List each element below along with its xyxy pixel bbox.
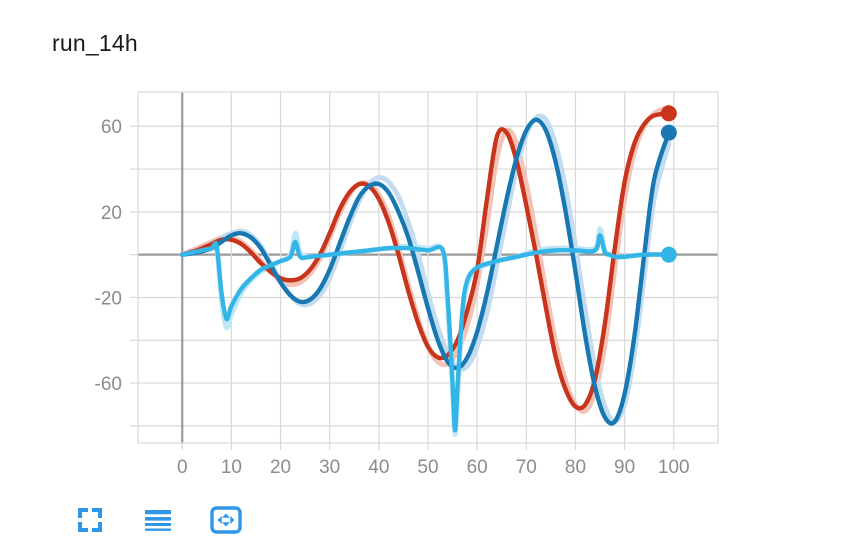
pan-move-icon — [210, 506, 242, 534]
end-marker-series_blue — [660, 124, 677, 141]
xtick-label: 50 — [417, 457, 438, 478]
xtick-label: 70 — [516, 457, 537, 478]
axis-ticks: 0 10 20 30 40 50 60 70 80 90 100 60 20 -20 -60 — [95, 117, 690, 478]
xtick-label: 0 — [177, 457, 188, 478]
list-lines-button[interactable] — [138, 500, 178, 540]
xtick-label: 20 — [270, 457, 291, 478]
ytick-label: 60 — [101, 117, 122, 138]
xtick-label: 30 — [319, 457, 340, 478]
series-group — [179, 104, 672, 437]
series-line-series_red — [180, 111, 672, 411]
line-chart-svg[interactable]: 0 10 20 30 40 50 60 70 80 90 100 60 20 -20 -60 — [0, 0, 856, 490]
ytick-label: 20 — [101, 203, 122, 224]
xtick-label: 80 — [565, 457, 586, 478]
fullscreen-button[interactable] — [70, 500, 110, 540]
ytick-label: -60 — [95, 374, 122, 395]
xtick-label: 10 — [221, 457, 242, 478]
xtick-label: 40 — [368, 457, 389, 478]
page-title: run_14h — [52, 30, 138, 56]
chart-toolbar[interactable] — [70, 497, 246, 543]
plot-area[interactable]: 0 10 20 30 40 50 60 70 80 90 100 60 20 -20 -60 — [0, 0, 856, 490]
xtick-label: 90 — [614, 457, 635, 478]
fullscreen-icon — [76, 506, 104, 534]
series-line-series_cyan — [180, 233, 672, 433]
end-marker-series_red — [660, 105, 677, 122]
xtick-label: 100 — [658, 457, 690, 478]
pan-move-button[interactable] — [206, 500, 246, 540]
end-marker-series_cyan — [660, 246, 677, 263]
ytick-label: -20 — [95, 288, 122, 309]
list-lines-icon — [144, 506, 172, 534]
xtick-label: 60 — [467, 457, 488, 478]
